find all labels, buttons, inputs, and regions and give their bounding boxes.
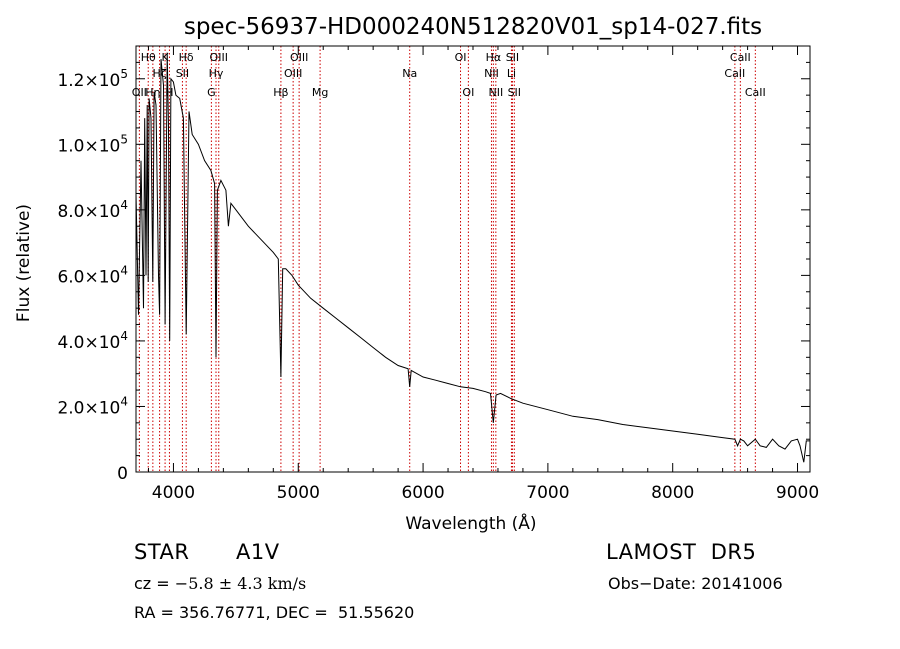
y-tick-mantissa: 1.0×10 bbox=[57, 136, 120, 156]
line-label: Li bbox=[507, 67, 516, 80]
y-tick-mantissa: 4.0×10 bbox=[57, 333, 120, 353]
x-tick-label: 7000 bbox=[526, 483, 569, 503]
line-label: SII bbox=[508, 86, 521, 99]
line-label: OIII bbox=[290, 51, 308, 64]
cz-prefix: cz = bbox=[134, 574, 175, 593]
x-axis-label: Wavelength (Å) bbox=[405, 512, 536, 534]
y-tick-exponent: 4 bbox=[120, 198, 128, 212]
y-tick-label: 6.0×104 bbox=[57, 263, 128, 287]
x-tick-label: 9000 bbox=[776, 483, 819, 503]
y-tick-exponent: 4 bbox=[120, 263, 128, 277]
x-tick-label: 5000 bbox=[277, 483, 320, 503]
line-label: Hη bbox=[145, 86, 160, 99]
line-label: OI bbox=[455, 51, 467, 64]
chart-title: spec-56937-HD000240N512820V01_sp14-027.f… bbox=[184, 14, 762, 40]
y-tick-exponent: 5 bbox=[120, 67, 128, 81]
survey-name: LAMOST DR5 bbox=[606, 540, 757, 564]
y-tick-mantissa: 1.2×10 bbox=[57, 71, 120, 91]
line-label: OIII bbox=[284, 67, 302, 80]
redshift-cz: cz = −5.8 ± 4.3 km/s bbox=[134, 574, 306, 593]
line-label: G bbox=[207, 86, 216, 99]
line-label: Hβ bbox=[273, 86, 288, 99]
line-label: SII bbox=[176, 67, 189, 80]
y-axis: 02.0×1044.0×1046.0×1048.0×1041.0×1051.2×… bbox=[57, 61, 810, 484]
y-tick-label: 4.0×104 bbox=[57, 329, 128, 353]
line-label: NII bbox=[488, 86, 503, 99]
line-label: NII bbox=[484, 67, 499, 80]
x-tick-label: 4000 bbox=[152, 483, 195, 503]
y-tick-label: 2.0×104 bbox=[57, 394, 128, 418]
line-label: Hγ bbox=[209, 67, 224, 80]
y-tick-mantissa: 6.0×10 bbox=[57, 267, 120, 287]
y-tick-label: 1.2×105 bbox=[57, 67, 128, 91]
coordinates: RA = 356.76771, DEC = 51.55620 bbox=[134, 603, 415, 622]
line-label: H bbox=[165, 86, 173, 99]
cz-value: −5.8 ± 4.3 km/s bbox=[174, 574, 307, 593]
y-tick-mantissa: 8.0×10 bbox=[57, 202, 120, 222]
y-tick-label: 1.0×105 bbox=[57, 132, 128, 156]
line-markers bbox=[138, 46, 756, 472]
line-label: Na bbox=[402, 67, 417, 80]
line-label: CaII bbox=[724, 67, 745, 80]
object-class: STAR bbox=[134, 540, 190, 564]
y-tick-label: 8.0×104 bbox=[57, 198, 128, 222]
y-tick-exponent: 4 bbox=[120, 394, 128, 408]
y-tick-label: 0 bbox=[117, 464, 128, 484]
line-label: Hζ bbox=[152, 67, 166, 80]
x-tick-label: 6000 bbox=[401, 483, 444, 503]
y-tick-exponent: 5 bbox=[120, 132, 128, 146]
x-axis: 4000 5000 6000 7000 8000 9000 bbox=[147, 46, 819, 503]
line-label: Mg bbox=[312, 86, 328, 99]
x-tick-label: 8000 bbox=[651, 483, 694, 503]
spectrum-line bbox=[135, 52, 810, 463]
line-labels: OIIHθHηHζKHSIIHδGHγOIIIHβOIIIOIIIMgNaOIO… bbox=[132, 51, 766, 99]
line-label: CaII bbox=[730, 51, 751, 64]
line-label: Hδ bbox=[179, 51, 194, 64]
y-axis-label: Flux (relative) bbox=[14, 204, 34, 322]
object-subclass: A1V bbox=[236, 540, 280, 564]
line-label: CaII bbox=[745, 86, 766, 99]
y-tick-mantissa: 2.0×10 bbox=[57, 398, 120, 418]
y-tick-exponent: 4 bbox=[120, 329, 128, 343]
line-label: Hα bbox=[486, 51, 502, 64]
line-label: OI bbox=[462, 86, 474, 99]
line-label: Hθ bbox=[141, 51, 156, 64]
line-label: SII bbox=[506, 51, 519, 64]
line-label: OIII bbox=[210, 51, 228, 64]
line-label: K bbox=[161, 51, 169, 64]
plot-frame bbox=[135, 45, 811, 473]
y-tick-mantissa: 0 bbox=[117, 464, 128, 484]
observation-date: Obs−Date: 20141006 bbox=[608, 574, 783, 593]
